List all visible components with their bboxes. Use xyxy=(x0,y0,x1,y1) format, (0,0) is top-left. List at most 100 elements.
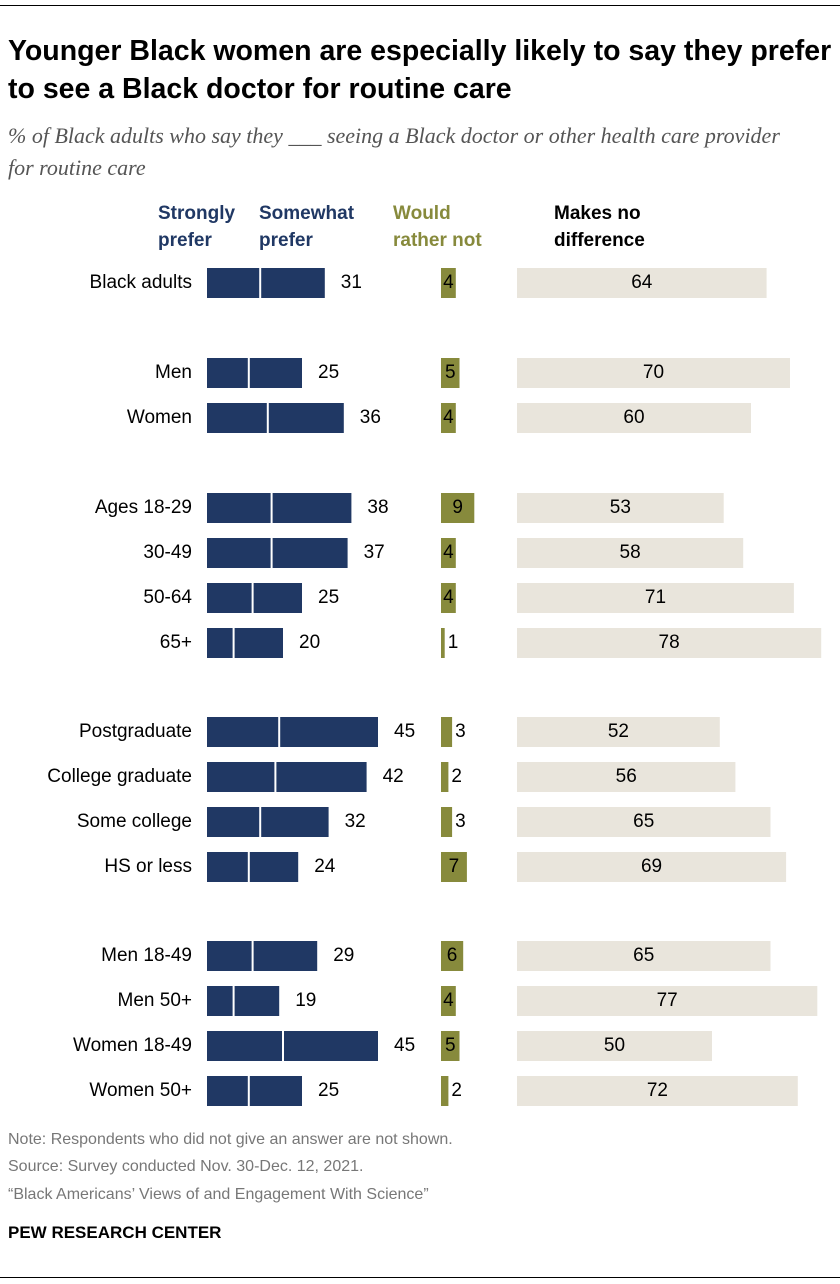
bar-rather-not xyxy=(441,941,464,971)
legend-label: Somewhat prefer xyxy=(259,203,355,251)
category-label: Postgraduate xyxy=(79,721,192,742)
bar-strongly xyxy=(207,358,249,388)
bar-no-difference xyxy=(517,1031,712,1061)
bar-rather-not xyxy=(441,538,456,568)
bar-rather-not xyxy=(441,852,467,882)
total-label: 29 xyxy=(333,945,354,966)
category-label: Women 50+ xyxy=(89,1080,192,1101)
bar-strongly xyxy=(207,807,261,837)
bar-strongly xyxy=(207,538,272,568)
report: “Black Americans’ Views of and Engagemen… xyxy=(8,1186,429,1203)
value-label: 2 xyxy=(451,766,462,787)
source: Source: Survey conducted Nov. 30-Dec. 12… xyxy=(8,1158,364,1175)
bar-no-difference xyxy=(517,941,771,971)
bottom-rule xyxy=(0,1277,840,1278)
value-label: 3 xyxy=(455,811,466,832)
credit: PEW RESEARCH CENTER xyxy=(8,1223,222,1242)
bar-rather-not xyxy=(441,807,453,837)
bar-somewhat xyxy=(248,1076,302,1106)
bar-strongly xyxy=(207,628,234,658)
total-label: 19 xyxy=(295,990,316,1011)
value-label: 65 xyxy=(633,811,654,832)
total-label: 20 xyxy=(299,632,320,653)
total-label: 42 xyxy=(383,766,404,787)
value-label: 52 xyxy=(608,721,629,742)
bar-somewhat xyxy=(283,1031,378,1061)
bar-rather-not xyxy=(441,717,453,747)
category-label: Some college xyxy=(77,811,192,832)
bar-somewhat xyxy=(252,583,302,613)
category-label: Women 18-49 xyxy=(73,1035,192,1056)
value-label: 64 xyxy=(631,272,653,293)
legend-label: Makes no difference xyxy=(554,203,645,251)
bar-somewhat xyxy=(248,852,299,882)
total-label: 38 xyxy=(367,497,388,518)
bar-rather-not xyxy=(441,268,456,298)
category-label: 65+ xyxy=(160,632,192,653)
value-label: 4 xyxy=(443,272,454,293)
category-label: Women xyxy=(127,407,192,428)
bar-strongly xyxy=(207,403,268,433)
category-label: College graduate xyxy=(47,766,192,787)
bar-strongly xyxy=(207,1076,249,1106)
bar-somewhat xyxy=(260,807,329,837)
value-label: 69 xyxy=(641,856,662,877)
total-label: 36 xyxy=(360,407,381,428)
legend-label: Would rather not xyxy=(393,203,482,251)
total-label: 31 xyxy=(341,272,362,293)
bar-somewhat xyxy=(267,403,344,433)
category-label: Ages 18-29 xyxy=(95,497,192,518)
bar-somewhat xyxy=(275,762,367,792)
bar-somewhat xyxy=(252,941,318,971)
bar-strongly xyxy=(207,941,253,971)
value-label: 50 xyxy=(604,1035,625,1056)
bar-somewhat xyxy=(271,493,352,523)
bar-rather-not xyxy=(441,1031,460,1061)
value-label: 2 xyxy=(451,1080,462,1101)
top-rule xyxy=(0,5,840,6)
value-label: 9 xyxy=(452,497,463,518)
total-label: 45 xyxy=(394,721,415,742)
bar-no-difference xyxy=(517,807,771,837)
bar-no-difference xyxy=(517,717,720,747)
value-label: 56 xyxy=(616,766,637,787)
bar-no-difference xyxy=(517,403,751,433)
bar-no-difference xyxy=(517,358,790,388)
value-label: 1 xyxy=(448,632,459,653)
bar-strongly xyxy=(207,852,249,882)
legend-label: Strongly prefer xyxy=(158,203,236,251)
value-label: 70 xyxy=(643,362,664,383)
total-label: 25 xyxy=(318,1080,339,1101)
chart-title: Younger Black women are especially likel… xyxy=(8,35,832,105)
bar-no-difference xyxy=(517,1076,798,1106)
bar-strongly xyxy=(207,583,253,613)
total-label: 24 xyxy=(314,856,336,877)
bar-somewhat xyxy=(260,268,325,298)
value-label: 6 xyxy=(447,945,458,966)
bar-rather-not xyxy=(441,762,449,792)
bar-strongly xyxy=(207,493,272,523)
bar-rather-not xyxy=(441,986,456,1016)
value-label: 3 xyxy=(455,721,466,742)
total-label: 25 xyxy=(318,587,339,608)
bar-no-difference xyxy=(517,538,744,568)
value-label: 78 xyxy=(659,632,680,653)
value-label: 4 xyxy=(443,990,454,1011)
value-label: 58 xyxy=(620,542,641,563)
bar-strongly xyxy=(207,1031,283,1061)
value-label: 72 xyxy=(647,1080,668,1101)
value-label: 65 xyxy=(633,945,654,966)
bar-rather-not xyxy=(441,493,475,523)
category-label: Men xyxy=(155,362,192,383)
total-label: 25 xyxy=(318,362,339,383)
bar-no-difference xyxy=(517,268,767,298)
category-label: Men 50+ xyxy=(118,990,192,1011)
bar-no-difference xyxy=(517,986,818,1016)
bar-somewhat xyxy=(248,358,302,388)
bar-rather-not xyxy=(441,628,445,658)
bar-no-difference xyxy=(517,583,794,613)
category-label: 50-64 xyxy=(143,587,192,608)
bar-rather-not xyxy=(441,1076,449,1106)
category-label: Black adults xyxy=(90,272,192,293)
